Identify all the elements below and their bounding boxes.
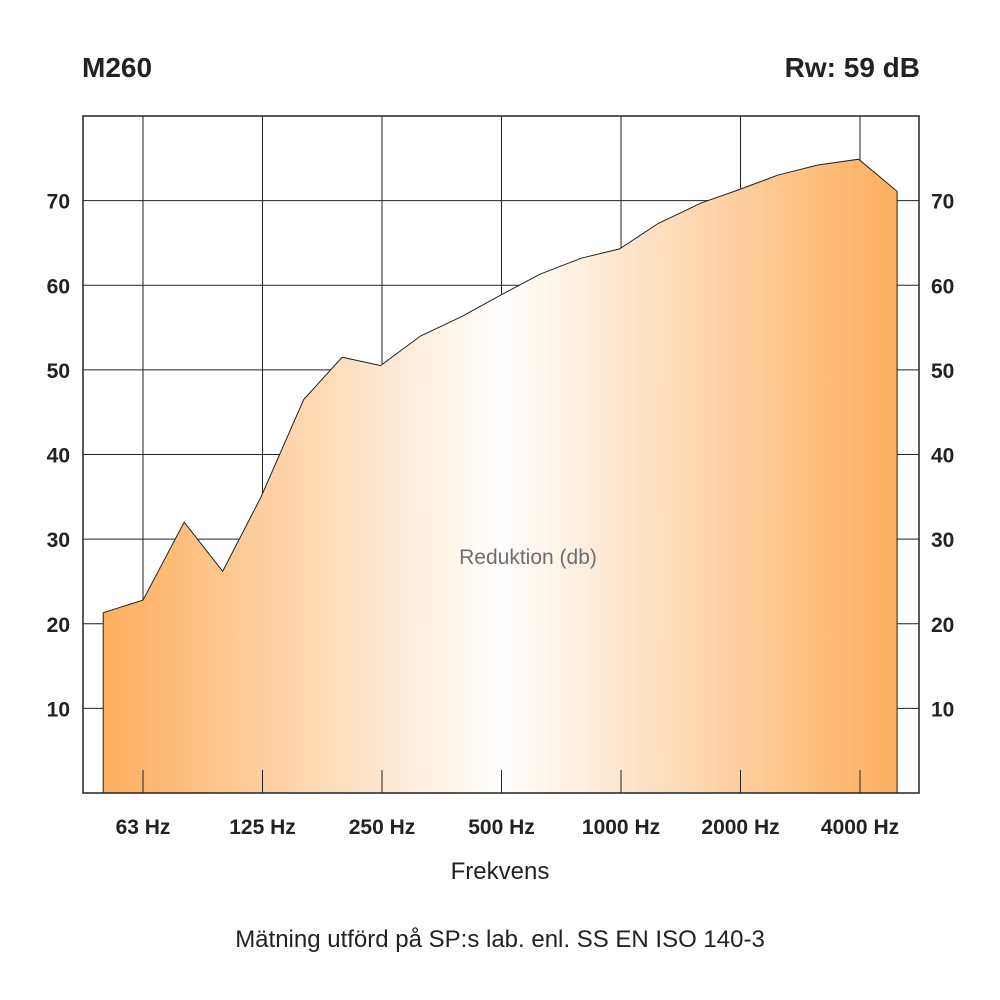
x-axis-title: Frekvens xyxy=(450,858,550,885)
y-tick-label-right: 50 xyxy=(931,360,954,383)
y-tick-label-left: 60 xyxy=(47,275,70,298)
chart-title: M260 xyxy=(82,52,153,83)
y-tick-label-right: 40 xyxy=(931,445,954,468)
plot-frame xyxy=(82,115,920,794)
chart-subtitle: Rw: 59 dB xyxy=(784,52,920,83)
y-tick-label-left: 30 xyxy=(47,529,70,552)
y-tick-label-right: 30 xyxy=(931,529,954,552)
x-tick-label: 4000 Hz xyxy=(821,816,899,839)
y-tick-label-right: 10 xyxy=(931,698,954,721)
reduction-area xyxy=(102,158,898,794)
x-axis: 63 Hz 125 Hz 250 Hz 500 Hz 1000 Hz 2000 Hz 400… xyxy=(116,816,900,839)
x-tick-label: 2000 Hz xyxy=(701,816,779,839)
y-tick-label-left: 20 xyxy=(47,614,70,637)
y-tick-label-right: 20 xyxy=(931,614,954,637)
x-tick-label: 500 Hz xyxy=(468,816,535,839)
x-tick-label: 250 Hz xyxy=(349,816,416,839)
y-axis-left: 10 20 30 40 50 60 70 xyxy=(47,191,70,722)
y-tick-label-left: 40 xyxy=(47,445,70,468)
y-tick-label-left: 70 xyxy=(47,191,70,214)
x-tick-label: 1000 Hz xyxy=(582,816,660,839)
x-tick-label: 63 Hz xyxy=(116,816,171,839)
y-tick-label-left: 10 xyxy=(47,698,70,721)
x-tick-label: 125 Hz xyxy=(229,816,296,839)
y-tick-label-left: 50 xyxy=(47,360,70,383)
y-tick-label-right: 70 xyxy=(931,191,954,214)
tick-marks xyxy=(142,770,861,793)
y-axis-right: 10 20 30 40 50 60 70 xyxy=(931,191,954,722)
measurement-note: Mätning utförd på SP:s lab. enl. SS EN I… xyxy=(235,926,765,953)
area-annotation: Reduktion (db) xyxy=(459,546,597,569)
y-tick-label-right: 60 xyxy=(931,275,954,298)
